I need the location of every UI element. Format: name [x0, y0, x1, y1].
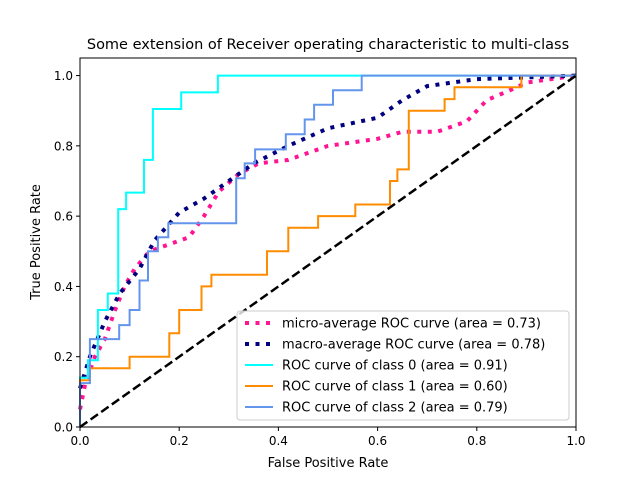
series-line-5	[79, 74, 577, 429]
y-tick-label: 1.0	[54, 69, 73, 83]
x-tick-label: 0.8	[467, 434, 486, 448]
legend: micro-average ROC curve (area = 0.73) mac…	[236, 310, 570, 421]
x-tick-label: 0.0	[70, 434, 89, 448]
chart-title: Some extension of Receiver operating cha…	[87, 37, 569, 53]
series-line-1	[78, 73, 577, 389]
plot-area	[78, 73, 577, 429]
series-line-2	[79, 74, 576, 427]
y-axis-label: True Positive Rate	[29, 184, 44, 301]
legend-label: ROC curve of class 2 (area = 0.79)	[282, 401, 508, 416]
series-line-4	[79, 74, 576, 427]
legend-label: ROC curve of class 0 (area = 0.91)	[282, 359, 508, 374]
x-tick-label: 0.2	[170, 434, 189, 448]
x-axis-label: False Positive Rate	[268, 456, 389, 471]
y-tick-label: 0.0	[54, 421, 73, 435]
legend-label: macro-average ROC curve (area = 0.78)	[282, 338, 545, 353]
x-tick-label: 0.4	[269, 434, 288, 448]
legend-label: micro-average ROC curve (area = 0.73)	[282, 317, 541, 332]
x-tick-label: 1.0	[566, 434, 585, 448]
y-tick-label: 0.4	[54, 280, 73, 294]
series-line-0	[78, 73, 577, 410]
y-tick-label: 0.2	[54, 350, 73, 364]
series-line-3	[79, 74, 576, 427]
axes-frame	[79, 57, 577, 428]
y-tick-label: 0.8	[54, 139, 73, 153]
x-tick-label: 0.6	[368, 434, 387, 448]
legend-label: ROC curve of class 1 (area = 0.60)	[282, 380, 508, 395]
legend-frame	[236, 310, 570, 421]
y-tick-label: 0.6	[54, 210, 73, 224]
axis-ticks: 0.0 0.2 0.4 0.6 0.8 1.0 0.0 0.2 0.4 0.6 0.8 1.0	[54, 69, 586, 448]
